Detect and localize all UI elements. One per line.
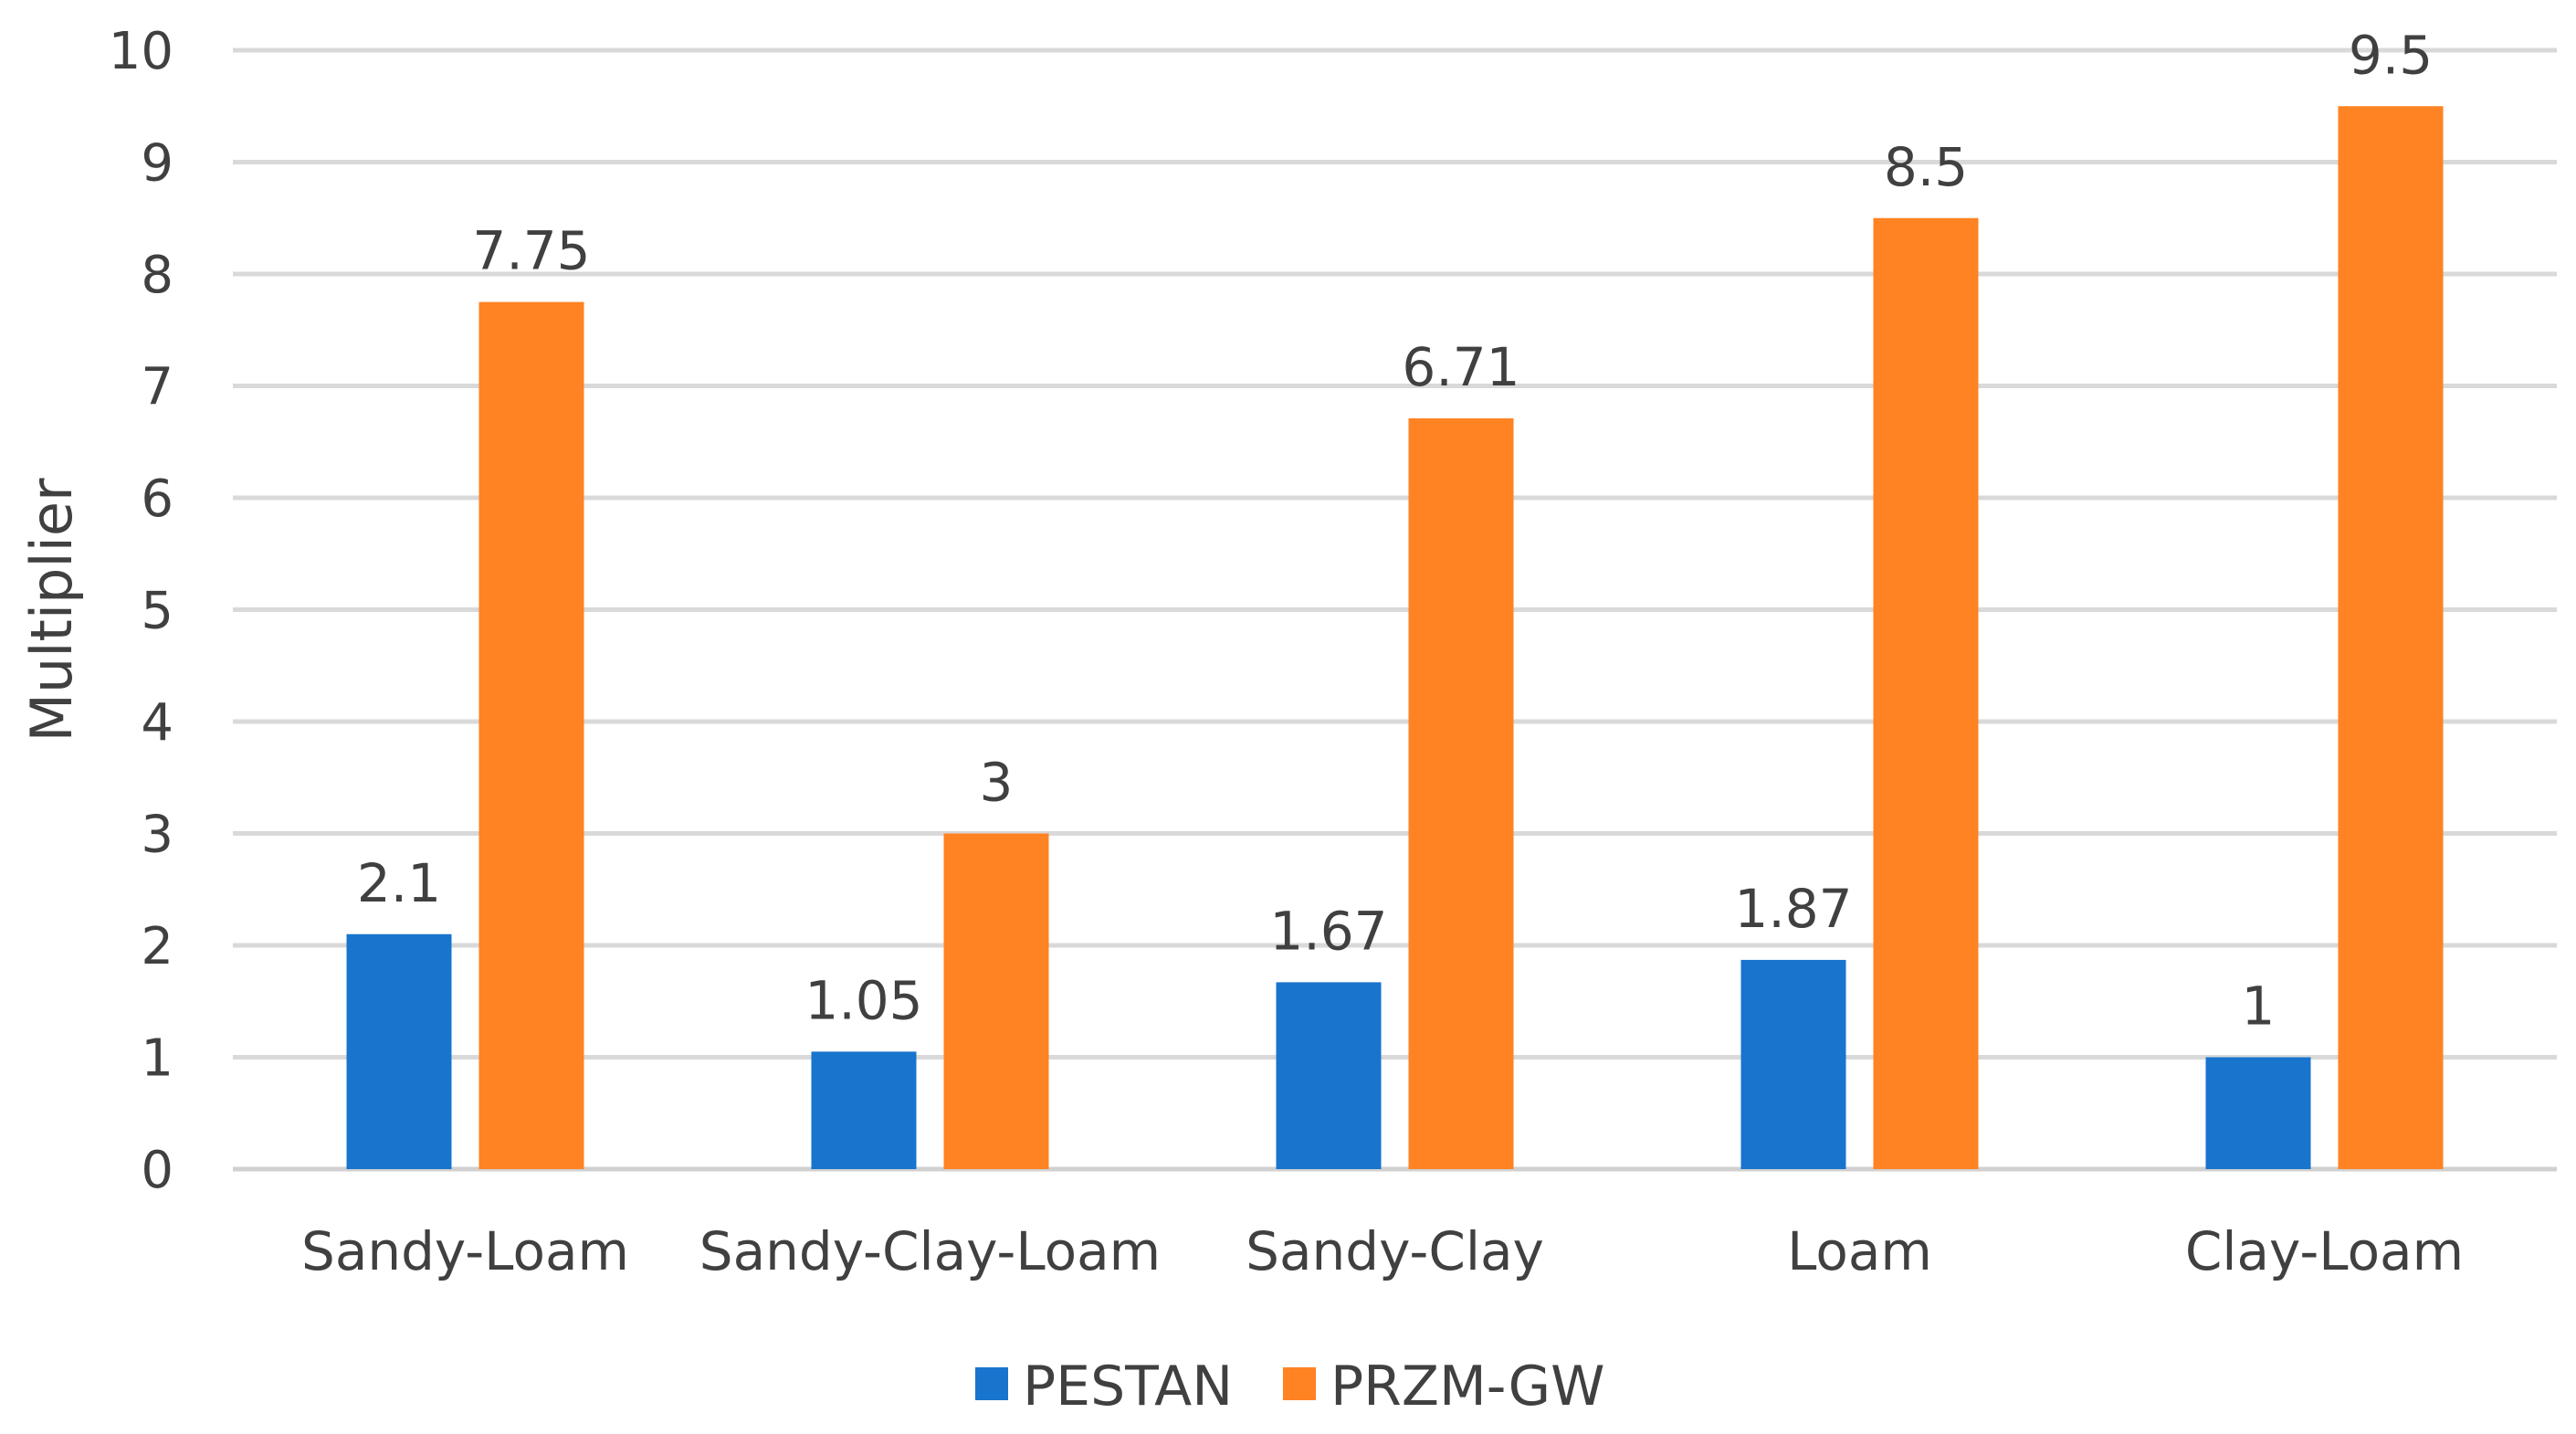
- y-tick-label: 0: [141, 1141, 173, 1200]
- data-label: 9.5: [2349, 24, 2433, 86]
- y-tick-label: 4: [141, 693, 173, 753]
- data-label: 6.71: [1402, 336, 1519, 398]
- y-tick-label: 7: [141, 358, 173, 417]
- y-tick-label: 6: [141, 469, 173, 529]
- bars: [346, 106, 2444, 1169]
- y-tick-label: 1: [141, 1029, 173, 1089]
- x-tick-label: Sandy-Clay-Loam: [699, 1220, 1161, 1282]
- y-tick-label: 3: [141, 806, 173, 865]
- bar-przm-gw-sandy-clay: [1408, 418, 1514, 1169]
- bar-pestan-sandy-clay: [1276, 982, 1382, 1169]
- bar-pestan-loam: [1740, 959, 1846, 1169]
- gridlines: [233, 47, 2557, 1172]
- data-label: 1: [2242, 975, 2276, 1038]
- x-axis-ticks: Sandy-Loam Sandy-Clay-Loam Sandy-Clay Loam C…: [301, 1220, 2464, 1282]
- legend: PESTAN PRZM-GW: [975, 1355, 1604, 1418]
- data-label: 8.5: [1884, 136, 1968, 198]
- x-tick-label: Loam: [1787, 1220, 1932, 1282]
- data-label: 7.75: [472, 220, 590, 282]
- y-tick-label: 2: [141, 917, 173, 976]
- y-axis-ticks: 0 1 2 3 4 5 6 7 8 9 10: [109, 22, 173, 1200]
- y-tick-label: 10: [109, 22, 173, 81]
- y-tick-label: 9: [141, 134, 173, 194]
- bar-przm-gw-loam: [1873, 217, 1979, 1169]
- bar-pestan-sandy-loam: [346, 933, 452, 1169]
- y-tick-label: 8: [141, 246, 173, 305]
- bar-przm-gw-clay-loam: [2338, 106, 2444, 1169]
- bar-przm-gw-sandy-loam: [478, 301, 584, 1169]
- x-tick-label: Sandy-Clay: [1246, 1220, 1544, 1282]
- data-label: 2.1: [357, 852, 441, 914]
- data-label: 3: [980, 752, 1014, 814]
- y-tick-label: 5: [141, 582, 173, 641]
- data-label: 1.05: [804, 969, 922, 1031]
- legend-swatch-przm-gw: [1283, 1367, 1316, 1400]
- legend-label-przm-gw: PRZM-GW: [1330, 1355, 1604, 1418]
- bar-pestan-clay-loam: [2205, 1057, 2311, 1169]
- legend-label-pestan: PESTAN: [1023, 1355, 1233, 1418]
- x-tick-label: Sandy-Loam: [301, 1220, 629, 1282]
- bar-pestan-sandy-clay-loam: [811, 1051, 917, 1169]
- y-axis-label: Multiplier: [18, 478, 85, 743]
- data-label: 1.87: [1734, 878, 1852, 940]
- data-label: 1.67: [1269, 900, 1387, 962]
- data-labels: 2.1 7.75 1.05 3 1.67 6.71 1.87 8.5 1 9.5: [357, 24, 2433, 1037]
- bar-przm-gw-sandy-clay-loam: [943, 833, 1049, 1169]
- legend-swatch-pestan: [975, 1367, 1008, 1400]
- x-tick-label: Clay-Loam: [2185, 1220, 2464, 1282]
